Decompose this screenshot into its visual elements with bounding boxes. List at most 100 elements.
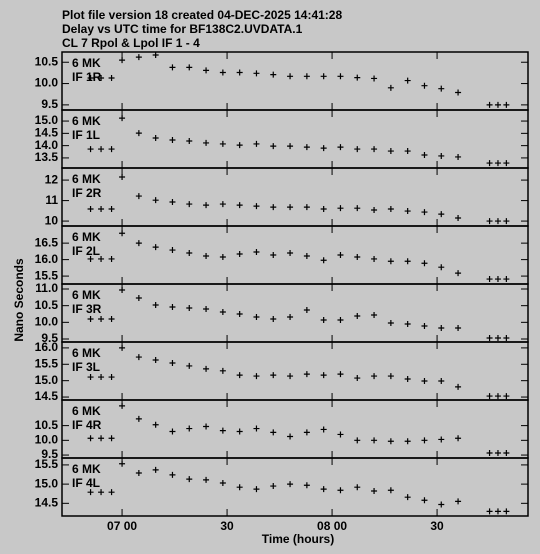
marker xyxy=(287,250,294,257)
marker xyxy=(152,357,159,364)
panel-label: IF 3L xyxy=(72,360,100,374)
marker xyxy=(320,205,327,212)
marker xyxy=(236,202,243,209)
marker xyxy=(354,313,361,319)
marker xyxy=(438,211,445,218)
marker xyxy=(494,276,501,283)
y-tick-label: 16.0 xyxy=(35,252,59,266)
marker xyxy=(354,74,361,81)
marker xyxy=(152,51,159,58)
marker xyxy=(503,393,510,400)
marker xyxy=(455,215,462,222)
station-label: 6 MK xyxy=(72,404,101,418)
marker xyxy=(119,287,126,293)
marker xyxy=(87,75,94,82)
marker xyxy=(236,69,243,76)
marker xyxy=(152,197,159,204)
marker xyxy=(186,476,193,483)
y-tick-label: 9.5 xyxy=(41,97,58,111)
marker xyxy=(186,201,193,208)
marker xyxy=(455,89,462,96)
marker xyxy=(371,312,378,318)
marker xyxy=(98,489,105,496)
marker xyxy=(455,498,462,505)
y-tick-label: 10.0 xyxy=(35,433,59,447)
y-tick-label: 15.0 xyxy=(35,373,59,387)
panel-frame xyxy=(61,457,529,517)
marker xyxy=(287,204,294,211)
marker xyxy=(87,255,94,262)
marker xyxy=(236,311,243,317)
marker xyxy=(98,146,105,153)
y-tick-label: 10 xyxy=(45,213,59,227)
marker xyxy=(169,428,176,435)
y-tick-label: 14.5 xyxy=(35,495,59,509)
marker xyxy=(236,142,243,149)
marker xyxy=(253,70,260,77)
marker xyxy=(354,484,361,491)
marker xyxy=(337,205,344,212)
marker xyxy=(404,494,411,501)
marker xyxy=(421,437,428,444)
marker xyxy=(169,136,176,143)
marker xyxy=(87,146,94,153)
marker xyxy=(455,325,462,331)
station-label: 6 MK xyxy=(72,114,101,128)
header-line: CL 7 Rpol & Lpol IF 1 - 4 xyxy=(62,36,200,50)
marker xyxy=(98,435,105,442)
marker xyxy=(119,57,126,64)
marker xyxy=(169,471,176,478)
marker xyxy=(287,73,294,80)
marker xyxy=(152,135,159,142)
marker xyxy=(169,199,176,206)
marker xyxy=(87,316,94,322)
marker xyxy=(236,428,243,435)
marker xyxy=(303,144,310,151)
marker xyxy=(219,427,226,434)
marker xyxy=(119,402,126,409)
marker xyxy=(253,373,260,380)
marker xyxy=(135,469,142,476)
marker xyxy=(337,144,344,151)
y-tick-label: 15.5 xyxy=(35,356,59,370)
marker xyxy=(287,373,294,380)
marker xyxy=(404,376,411,383)
marker xyxy=(455,383,462,390)
x-tick-label: 08 00 xyxy=(317,519,347,533)
marker xyxy=(503,335,510,341)
marker xyxy=(494,101,501,108)
marker xyxy=(438,264,445,271)
y-axis-label: Nano Seconds xyxy=(12,258,26,342)
marker xyxy=(169,64,176,71)
marker xyxy=(219,309,226,315)
marker xyxy=(203,476,210,483)
marker xyxy=(320,257,327,264)
marker xyxy=(253,486,260,493)
marker xyxy=(270,316,277,322)
marker xyxy=(404,258,411,265)
marker xyxy=(152,421,159,428)
marker xyxy=(270,143,277,150)
y-tick-label: 16.0 xyxy=(35,340,59,354)
marker xyxy=(270,252,277,258)
y-tick-label: 13.5 xyxy=(35,150,59,164)
marker xyxy=(98,255,105,262)
marker xyxy=(421,497,428,504)
marker xyxy=(287,314,294,320)
marker xyxy=(486,101,493,108)
marker xyxy=(303,204,310,211)
marker xyxy=(494,160,501,167)
marker xyxy=(337,371,344,378)
marker xyxy=(421,323,428,329)
marker xyxy=(203,252,210,259)
y-tick-label: 15.0 xyxy=(35,476,59,490)
marker xyxy=(421,82,428,89)
marker xyxy=(404,438,411,445)
marker xyxy=(253,140,260,147)
marker xyxy=(337,252,344,258)
marker xyxy=(119,115,126,122)
marker xyxy=(486,160,493,167)
station-label: 6 MK xyxy=(72,346,101,360)
y-tick-label: 10.5 xyxy=(35,418,59,432)
marker xyxy=(421,260,428,267)
